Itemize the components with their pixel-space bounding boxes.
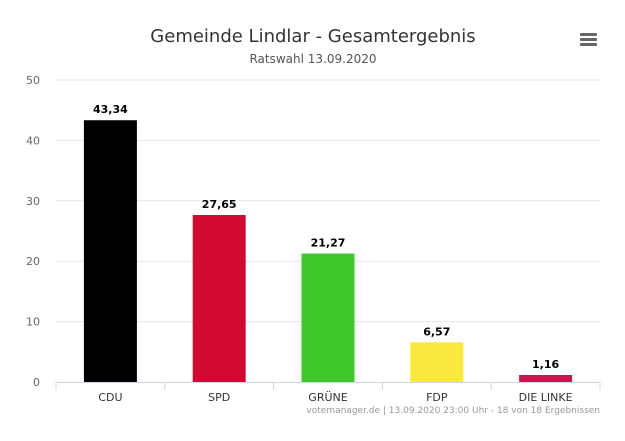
x-tick-label: DIE LINKE xyxy=(519,391,573,404)
bars xyxy=(83,120,573,382)
y-tick-label: 0 xyxy=(33,376,40,389)
bar-gr-ne[interactable] xyxy=(301,253,355,382)
data-label: 27,65 xyxy=(202,198,237,211)
data-labels: 43,34 27,65 21,27 6,57 1,16 xyxy=(93,103,560,371)
bar-die-linke[interactable] xyxy=(519,374,573,382)
y-tick-label: 30 xyxy=(26,195,40,208)
data-label: 21,27 xyxy=(311,237,346,250)
x-tick-label: SPD xyxy=(208,391,230,404)
y-tick-label: 40 xyxy=(26,134,40,147)
x-axis: CDU SPD GRÜNE FDP DIE LINKE xyxy=(55,382,601,404)
bar-cdu[interactable] xyxy=(83,120,137,382)
x-tick-label: GRÜNE xyxy=(308,391,347,404)
data-label: 6,57 xyxy=(423,325,450,338)
data-label: 1,16 xyxy=(532,358,559,371)
chart-title: Gemeinde Lindlar - Gesamtergebnis xyxy=(150,26,475,47)
y-axis: 0 10 20 30 40 50 xyxy=(26,74,40,389)
data-label: 43,34 xyxy=(93,103,128,116)
y-tick-label: 50 xyxy=(26,74,40,87)
bar-spd[interactable] xyxy=(192,214,246,382)
y-tick-label: 10 xyxy=(26,316,40,329)
grid-lines xyxy=(56,79,600,323)
bar-fdp[interactable] xyxy=(410,342,464,382)
y-tick-label: 20 xyxy=(26,255,40,268)
chart-menu-button[interactable] xyxy=(574,26,604,50)
x-tick-label: FDP xyxy=(426,391,448,404)
credits-text: votemanager.de | 13.09.2020 23:00 Uhr - … xyxy=(306,406,600,416)
x-tick-label: CDU xyxy=(98,391,122,404)
chart-subtitle: Ratswahl 13.09.2020 xyxy=(249,52,376,66)
hamburger-menu-icon xyxy=(580,33,597,46)
